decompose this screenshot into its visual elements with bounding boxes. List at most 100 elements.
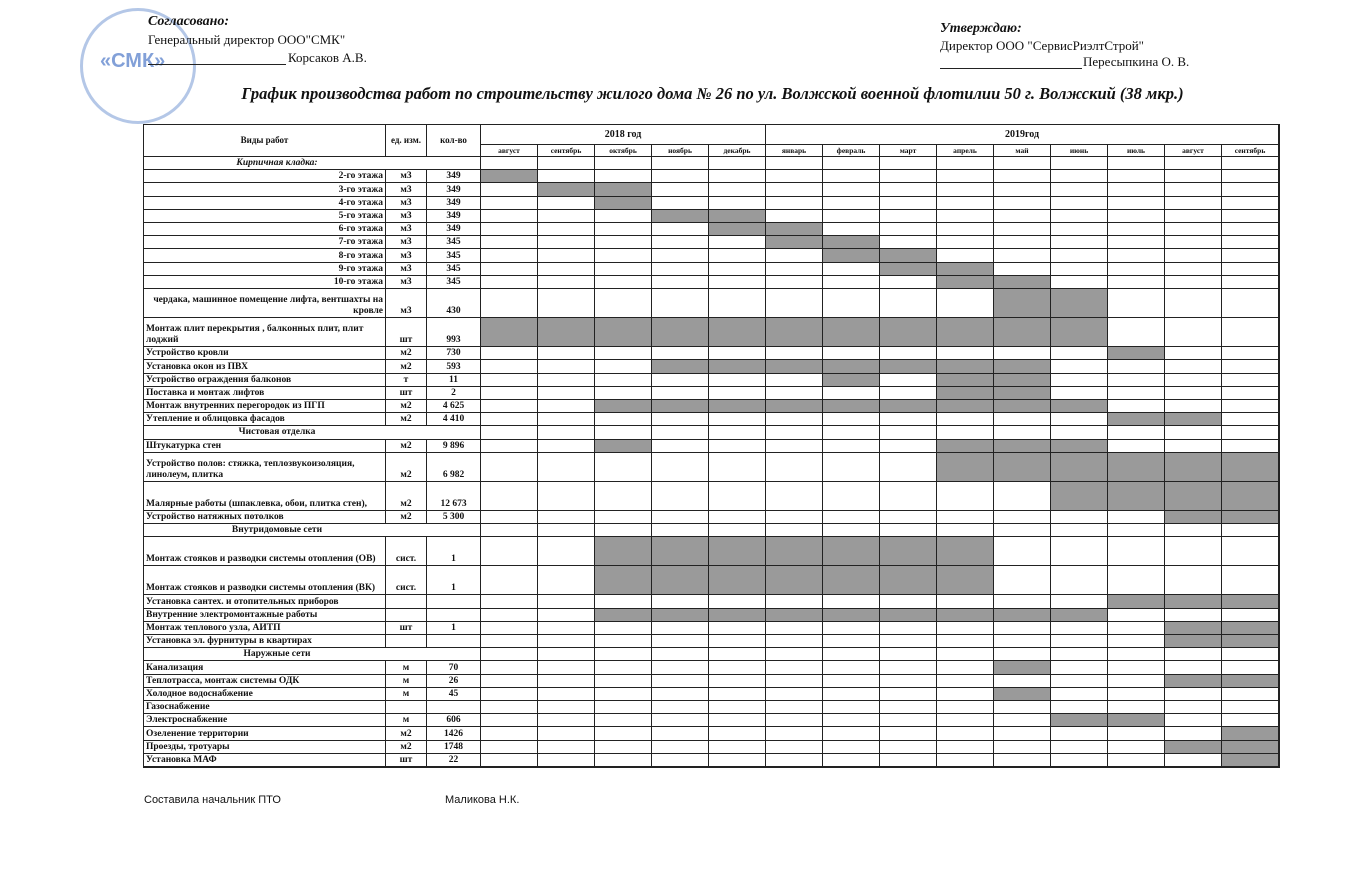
month-cell bbox=[709, 249, 766, 263]
month-cell bbox=[937, 634, 994, 649]
month-header: сентябрь bbox=[1222, 145, 1279, 157]
unit: м2 bbox=[386, 727, 427, 741]
unit: шт bbox=[386, 318, 427, 348]
shaded-cell bbox=[652, 318, 709, 348]
shaded-cell bbox=[766, 399, 823, 414]
shaded-cell bbox=[1165, 452, 1222, 482]
month-cell bbox=[994, 347, 1051, 361]
shaded-cell bbox=[1108, 413, 1165, 427]
month-cell bbox=[1108, 275, 1165, 290]
month-cell bbox=[880, 648, 937, 662]
unit: м2 bbox=[386, 740, 427, 754]
month-cell bbox=[709, 347, 766, 361]
month-cell bbox=[595, 661, 652, 675]
month-cell bbox=[1165, 399, 1222, 414]
work-name: Малярные работы (шпаклевка, обои, плитка… bbox=[144, 481, 386, 511]
month-cell bbox=[709, 236, 766, 250]
month-cell bbox=[994, 262, 1051, 276]
month-cell bbox=[652, 439, 709, 453]
month-cell bbox=[1051, 595, 1108, 609]
month-cell bbox=[880, 413, 937, 427]
month-cell bbox=[1108, 608, 1165, 622]
month-cell bbox=[994, 753, 1051, 767]
month-cell bbox=[823, 386, 880, 400]
month-cell bbox=[652, 753, 709, 767]
month-cell bbox=[709, 595, 766, 609]
month-cell bbox=[709, 413, 766, 427]
work-name: 5-го этажа bbox=[144, 209, 386, 224]
month-cell bbox=[1108, 249, 1165, 263]
unit: шт bbox=[386, 386, 427, 400]
signature-line bbox=[940, 68, 1082, 69]
shaded-cell bbox=[595, 318, 652, 348]
month-cell bbox=[823, 687, 880, 701]
shaded-cell bbox=[937, 608, 994, 622]
quantity: 2 bbox=[427, 386, 481, 400]
month-cell bbox=[994, 537, 1051, 567]
month-cell bbox=[481, 347, 538, 361]
month-cell bbox=[1108, 700, 1165, 715]
unit: м2 bbox=[386, 510, 427, 525]
month-cell bbox=[1165, 275, 1222, 290]
month-cell bbox=[937, 170, 994, 184]
month-cell bbox=[652, 249, 709, 263]
month-cell bbox=[709, 170, 766, 184]
work-name: 7-го этажа bbox=[144, 236, 386, 250]
agreed-position: Генеральный директор ООО"СМК" bbox=[148, 32, 346, 47]
month-cell bbox=[652, 634, 709, 649]
month-cell bbox=[709, 196, 766, 210]
month-cell bbox=[1051, 262, 1108, 276]
month-cell bbox=[481, 566, 538, 596]
month-cell bbox=[1108, 439, 1165, 453]
month-cell bbox=[538, 170, 595, 184]
month-cell bbox=[595, 481, 652, 511]
shaded-cell bbox=[1222, 595, 1279, 609]
month-cell bbox=[595, 386, 652, 400]
month-cell bbox=[1051, 413, 1108, 427]
month-cell bbox=[880, 510, 937, 525]
month-cell bbox=[709, 727, 766, 741]
month-cell bbox=[823, 196, 880, 210]
month-cell bbox=[937, 209, 994, 224]
shaded-cell bbox=[766, 223, 823, 237]
stamp bbox=[80, 8, 196, 124]
month-cell bbox=[538, 275, 595, 290]
work-name: Монтаж теплового узла, АИТП bbox=[144, 621, 386, 635]
shaded-cell bbox=[823, 249, 880, 263]
shaded-cell bbox=[481, 318, 538, 348]
month-cell bbox=[652, 262, 709, 276]
month-cell bbox=[481, 196, 538, 210]
month-cell bbox=[1051, 634, 1108, 649]
agreed-name: Корсаков А.В. bbox=[288, 50, 367, 65]
month-cell bbox=[937, 714, 994, 728]
shaded-cell bbox=[652, 537, 709, 567]
month-cell bbox=[823, 262, 880, 276]
month-cell bbox=[1165, 648, 1222, 662]
month-cell bbox=[937, 196, 994, 210]
month-cell bbox=[994, 223, 1051, 237]
month-cell bbox=[652, 714, 709, 728]
signature-line bbox=[148, 64, 286, 65]
month-cell bbox=[937, 621, 994, 635]
prepared-name: Маликова Н.К. bbox=[445, 794, 520, 806]
month-cell bbox=[937, 236, 994, 250]
month-cell bbox=[823, 700, 880, 715]
month-cell bbox=[595, 426, 652, 440]
month-cell bbox=[595, 727, 652, 741]
month-cell bbox=[709, 373, 766, 387]
month-cell bbox=[1222, 223, 1279, 237]
month-cell bbox=[652, 481, 709, 511]
work-name: Устройство кровли bbox=[144, 347, 386, 361]
month-cell bbox=[481, 634, 538, 649]
quantity: 22 bbox=[427, 753, 481, 767]
month-cell bbox=[595, 674, 652, 688]
month-cell bbox=[481, 608, 538, 622]
quantity bbox=[427, 700, 481, 715]
month-cell bbox=[538, 595, 595, 609]
month-cell bbox=[994, 714, 1051, 728]
month-cell bbox=[1108, 537, 1165, 567]
shaded-cell bbox=[709, 360, 766, 374]
month-cell bbox=[538, 621, 595, 635]
month-cell bbox=[880, 524, 937, 538]
month-cell bbox=[481, 661, 538, 675]
